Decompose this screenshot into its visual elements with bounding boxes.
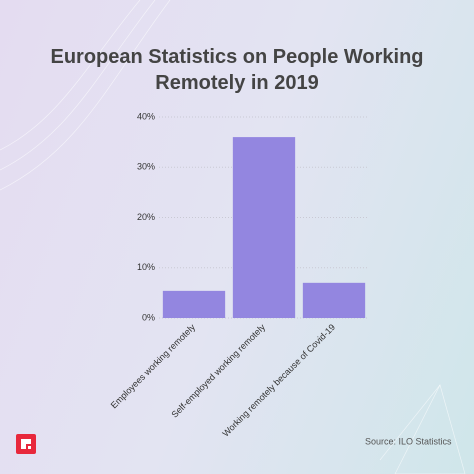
y-tick-label: 30% <box>137 162 155 172</box>
source: Source: ILO Statistics <box>365 436 452 446</box>
chart-title: European Statistics on People Working Re… <box>50 46 424 94</box>
y-tick-label: 40% <box>137 111 155 121</box>
bar <box>302 282 366 318</box>
logo <box>16 434 36 454</box>
y-tick-label: 20% <box>137 212 155 222</box>
bar <box>232 137 296 318</box>
x-tick-label: Working remotely because of Covid-19 <box>220 322 337 439</box>
bar <box>162 290 226 318</box>
y-tick-label: 0% <box>142 312 155 322</box>
y-tick-label: 10% <box>137 262 155 272</box>
